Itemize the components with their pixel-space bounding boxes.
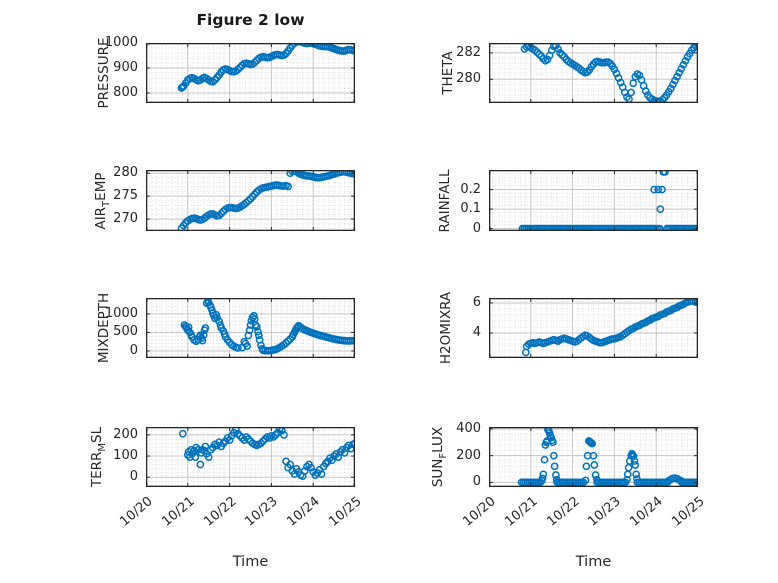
y-tick-label: 0 — [472, 220, 481, 236]
y-axis-label-sun_flux: SUNFLUX — [430, 426, 449, 488]
y-tick-label: 1000 — [104, 35, 138, 50]
y-tick-label: 1000 — [104, 305, 138, 321]
y-tick-label: 0.1 — [460, 201, 481, 217]
subplot-mixdepth — [146, 298, 355, 358]
y-tick-label: 280 — [113, 165, 138, 181]
x-axis-label-left: Time — [232, 554, 269, 570]
y-tick-label: 200 — [456, 447, 481, 463]
plot-canvas-terr_msl — [146, 427, 355, 487]
y-tick-label: 500 — [113, 324, 138, 340]
y-tick-label: 282 — [456, 44, 481, 60]
y-tick-label: 0 — [472, 474, 481, 490]
y-tick-label: 0 — [129, 342, 138, 358]
y-tick-label: 900 — [113, 60, 138, 75]
subplot-terr_msl — [146, 427, 355, 487]
y-axis-label-mixdepth: MIXDEPTH — [96, 292, 112, 364]
subplot-theta — [489, 43, 698, 103]
y-tick-label: 270 — [113, 211, 138, 227]
x-axis-label-right: Time — [575, 554, 612, 570]
y-tick-label: 280 — [456, 71, 481, 87]
y-tick-label: 4 — [472, 324, 481, 340]
plot-canvas-sun_flux — [489, 427, 698, 487]
subplot-sun_flux — [489, 427, 698, 487]
subplot-pressure — [146, 43, 355, 103]
plot-canvas-rainfall — [489, 170, 698, 231]
figure-title: Figure 2 low — [196, 11, 305, 29]
y-axis-label-h2omixra: H2OMIXRA — [438, 291, 454, 365]
subplot-h2omixra — [489, 298, 698, 358]
y-tick-label: 200 — [113, 426, 138, 442]
y-tick-label: 800 — [113, 85, 138, 100]
plot-canvas-air_temp — [146, 170, 355, 231]
y-tick-label: 0.2 — [460, 181, 481, 197]
y-tick-label: 0 — [129, 469, 138, 485]
plot-canvas-h2omixra — [489, 298, 698, 358]
y-tick-label: 400 — [456, 421, 481, 436]
subplot-air_temp — [146, 170, 355, 231]
plot-canvas-theta — [489, 43, 698, 103]
y-tick-label: 100 — [113, 448, 138, 464]
subplot-rainfall — [489, 170, 698, 231]
plot-canvas-mixdepth — [146, 298, 355, 358]
y-axis-label-terr_msl: TERRMSL — [89, 426, 108, 488]
y-tick-label: 275 — [113, 188, 138, 204]
plot-canvas-pressure — [146, 43, 355, 103]
y-tick-label: 6 — [472, 294, 481, 310]
